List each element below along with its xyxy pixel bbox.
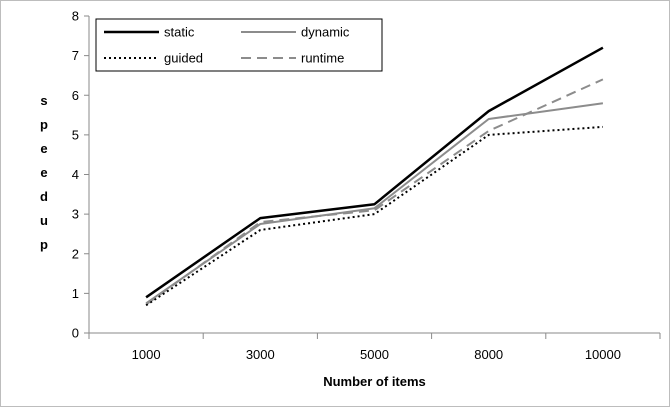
x-tick-label: 8000 — [474, 347, 503, 362]
y-tick-label: 0 — [72, 326, 79, 341]
y-tick-label: 5 — [72, 127, 79, 142]
legend-box — [95, 18, 383, 72]
legend-label-static: static — [164, 25, 195, 40]
y-tick-label: 4 — [72, 167, 79, 182]
y-tick-label: 6 — [72, 88, 79, 103]
legend: static dynamic guided runtime — [95, 18, 383, 72]
legend-label-guided: guided — [164, 51, 203, 66]
series-line-guided — [145, 125, 603, 307]
y-axis-title-letter: s — [40, 93, 47, 108]
y-tick-label: 8 — [72, 9, 79, 24]
y-tick-label: 2 — [72, 246, 79, 261]
x-tick-label: 3000 — [246, 347, 275, 362]
axes: 0 1 2 3 4 5 6 7 8 1000 3000 5000 8000 10000 — [72, 9, 661, 362]
x-tick-label: 5000 — [360, 347, 389, 362]
x-axis-title: Number of items — [323, 374, 426, 389]
y-tick-label: 3 — [72, 207, 79, 222]
series-line-static — [145, 46, 604, 299]
y-axis-title-letter: e — [40, 165, 47, 180]
y-axis-title-letter: p — [40, 237, 48, 252]
x-tick-label: 1000 — [132, 347, 161, 362]
y-tick-label: 1 — [72, 286, 79, 301]
y-axis-title-letter: u — [40, 213, 48, 228]
legend-label-dynamic: dynamic — [301, 25, 350, 40]
x-tick-label: 10000 — [585, 347, 621, 362]
legend-label-runtime: runtime — [301, 51, 344, 66]
series-line-dynamic — [145, 102, 604, 305]
y-axis-title-letter: p — [40, 117, 48, 132]
y-axis-title-letter: e — [40, 141, 47, 156]
y-tick-label: 7 — [72, 48, 79, 63]
y-axis-title-letter: d — [40, 189, 48, 204]
plot-lines — [145, 46, 604, 307]
